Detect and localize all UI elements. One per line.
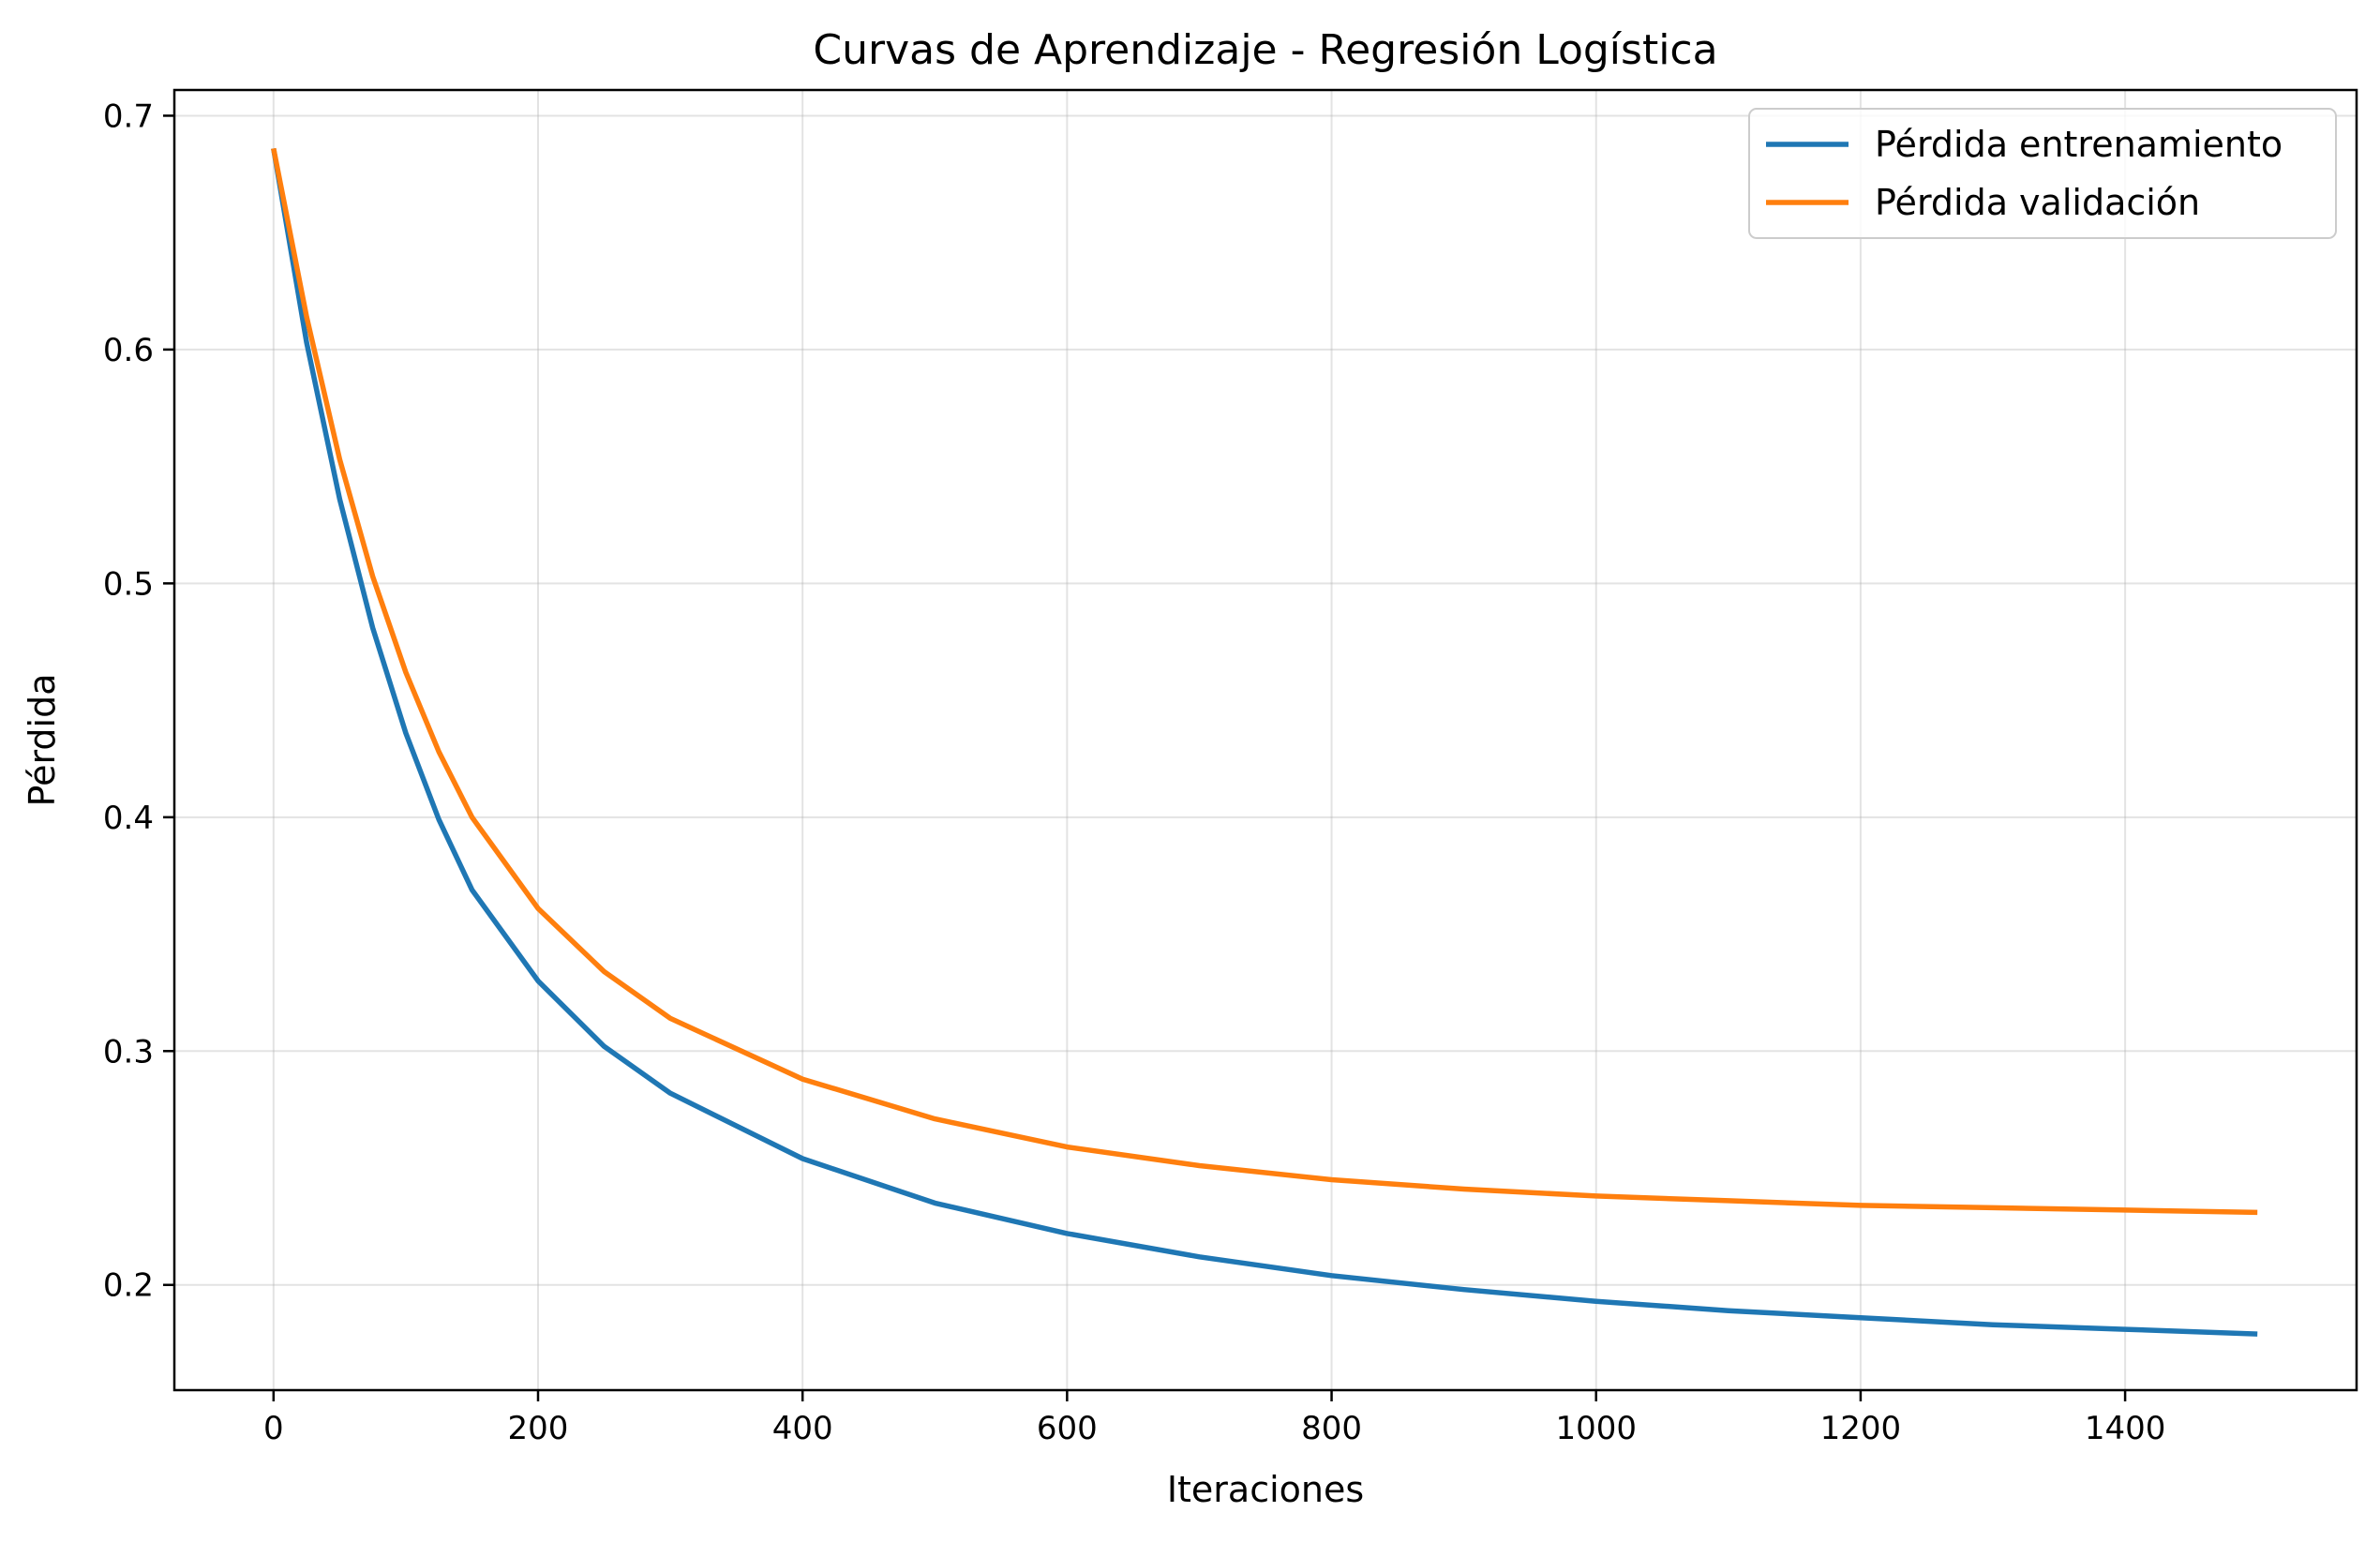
y-tick-label: 0.3: [103, 1033, 154, 1070]
y-tick-label: 0.2: [103, 1267, 154, 1305]
x-tick-label: 1000: [1555, 1410, 1637, 1447]
ticks-layer: 0 200 400 600 800 1000 1200 1400 0.2 0.3 0.4 0.5 0.6…: [103, 97, 2165, 1447]
x-tick-label: 0: [263, 1410, 284, 1447]
x-axis-label: Iteraciones: [1167, 1469, 1364, 1510]
x-tick-label: 600: [1037, 1410, 1098, 1447]
x-tick-label: 800: [1301, 1410, 1362, 1447]
y-tick-label: 0.6: [103, 332, 154, 369]
x-tick-label: 1200: [1820, 1410, 1902, 1447]
chart-title: Curvas de Aprendizaje - Regresión Logíst…: [813, 26, 1717, 74]
x-tick-label: 1400: [2085, 1410, 2166, 1447]
series-line-1: [271, 147, 2258, 1337]
legend-box: [1748, 108, 2337, 239]
y-tick-label: 0.7: [103, 97, 154, 135]
y-axis-label: Pérdida: [22, 674, 63, 807]
y-tick-label: 0.5: [103, 565, 154, 603]
y-tick-label: 0.4: [103, 800, 154, 837]
x-tick-label: 400: [772, 1410, 833, 1447]
legend-label-2: Pérdida validación: [1875, 182, 2200, 223]
plot-frame: [172, 88, 2358, 1392]
legend-label-1: Pérdida entrenamiento: [1875, 124, 2283, 165]
grid-layer: [174, 90, 2357, 1390]
series-layer: [271, 147, 2258, 1337]
x-tick-label: 200: [508, 1410, 569, 1447]
legend: Pérdida entrenamiento Pérdida validación: [1748, 108, 2337, 239]
series-line-2: [271, 147, 2258, 1216]
